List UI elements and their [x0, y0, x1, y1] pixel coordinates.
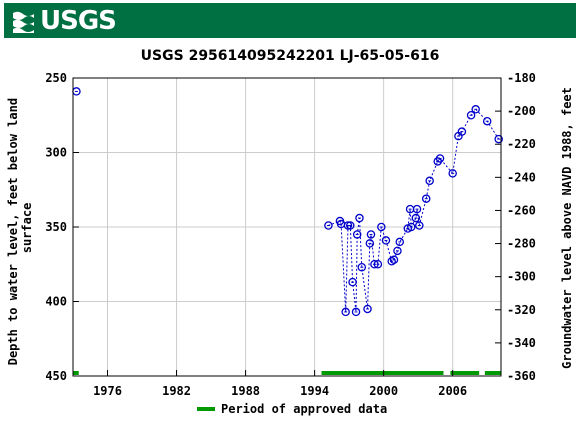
data-point: [435, 154, 445, 163]
y-tick-label-right: -220: [507, 137, 536, 151]
legend: Period of approved data: [197, 402, 387, 416]
x-tick-label: 1976: [93, 384, 122, 398]
data-point: [324, 221, 333, 230]
data-point: [482, 116, 492, 126]
y-axis-label-line-2: surface: [20, 203, 34, 254]
usgs-header-bar: USGS: [4, 3, 576, 38]
usgs-wave-icon: [13, 11, 34, 33]
data-point: [393, 246, 402, 256]
y-tick-label-right: -300: [507, 270, 536, 284]
data-point: [341, 307, 350, 317]
y-tick-label-left: 300: [45, 146, 67, 160]
y-axis-label-left: Depth to water level, feet below land su…: [6, 91, 34, 366]
x-tick-label: 2006: [438, 384, 467, 398]
usgs-logo-text: USGS: [40, 5, 117, 36]
y-tick-label-right: -280: [507, 237, 536, 251]
x-tick-label: 2000: [369, 384, 398, 398]
chart-grid: [73, 77, 501, 377]
data-point: [373, 259, 383, 269]
data-point: [421, 194, 431, 203]
data-point: [395, 237, 405, 247]
data-series: [72, 87, 503, 317]
data-point: [363, 304, 372, 314]
approved-period-bar: [450, 371, 480, 375]
legend-label: Period of approved data: [221, 402, 387, 416]
y-tick-label-right: -340: [507, 336, 536, 350]
data-point: [494, 134, 503, 144]
data-point: [448, 169, 457, 178]
y-tick-label-left: 350: [45, 220, 67, 234]
data-point: [425, 176, 434, 186]
usgs-logo[interactable]: USGS: [12, 5, 117, 36]
data-point: [411, 213, 421, 223]
x-tick-label: 1982: [162, 384, 191, 398]
y-tick-label-left: 250: [45, 71, 67, 85]
approved-period-bars: [73, 371, 501, 375]
data-point: [389, 255, 399, 265]
y-tick-label-right: -260: [507, 203, 536, 217]
approved-period-bar: [73, 371, 79, 375]
approved-period-bar: [321, 371, 444, 375]
data-point: [366, 230, 376, 239]
y-axis-label-line-1: Depth to water level, feet below land: [6, 98, 20, 365]
data-point: [457, 127, 467, 136]
chart-title: USGS 295614095242201 LJ-65-05-616: [141, 48, 440, 64]
data-point: [355, 213, 364, 223]
data-point: [471, 105, 480, 114]
data-point: [348, 277, 357, 287]
axis-ticks: 1976 1982 1988 1994 2000 2006 250 300 350 400 450 -…: [45, 71, 536, 398]
y-tick-label-right: -320: [507, 303, 536, 317]
y-tick-label-right: -200: [507, 104, 536, 118]
data-point: [352, 230, 362, 239]
data-point: [377, 222, 386, 232]
data-point: [346, 221, 355, 230]
data-point: [466, 111, 476, 120]
data-point: [351, 307, 361, 317]
y-tick-label-left: 400: [45, 295, 67, 309]
y-tick-label-left: 450: [45, 369, 67, 383]
data-point: [407, 222, 416, 232]
y-axis-label-right: Groundwater level above NAVD 1988, feet: [560, 87, 574, 369]
data-point: [387, 257, 396, 266]
data-point: [381, 236, 391, 245]
data-point: [415, 221, 424, 230]
approved-period-bar: [484, 371, 501, 375]
y-tick-label-right: -360: [507, 369, 536, 383]
x-tick-label: 1988: [231, 384, 260, 398]
y-tick-label-right: -180: [507, 71, 536, 85]
data-point: [412, 204, 422, 214]
data-point: [365, 239, 375, 248]
x-tick-label: 1994: [300, 384, 329, 398]
legend-swatch: [197, 407, 215, 411]
y-tick-label-right: -240: [507, 170, 536, 184]
data-point: [357, 262, 367, 272]
